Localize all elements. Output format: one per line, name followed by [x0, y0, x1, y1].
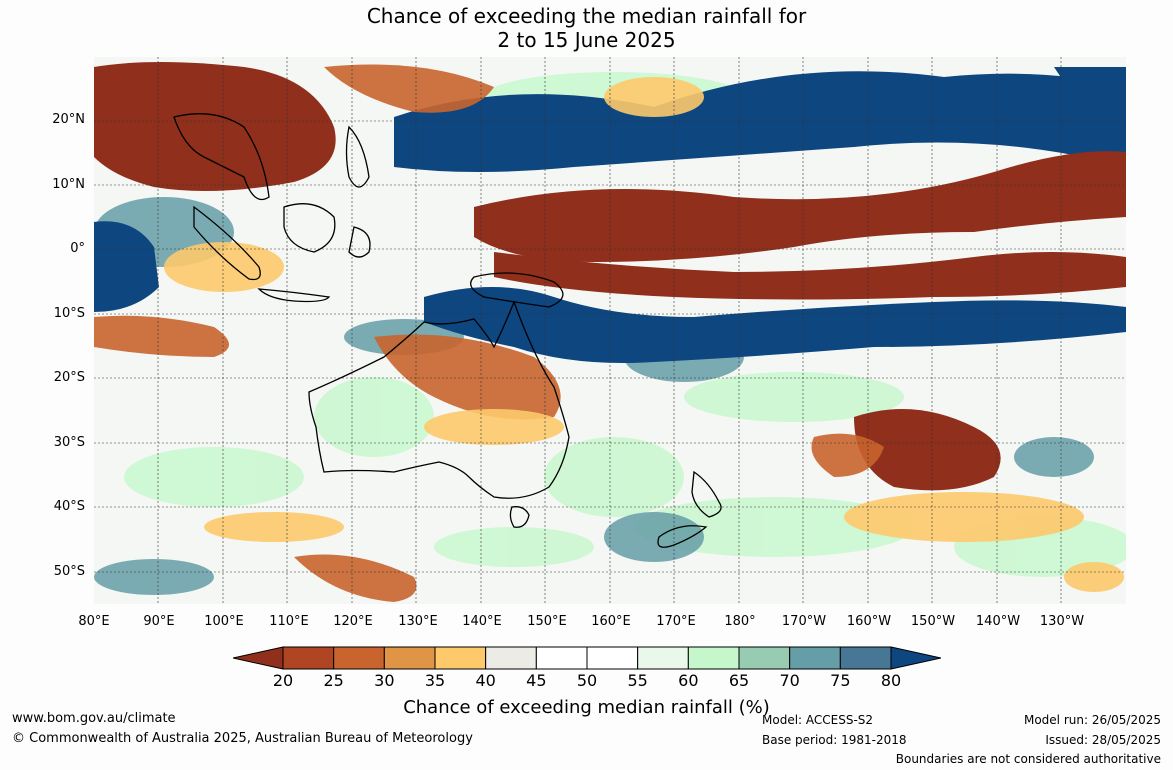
colorbar-tick-label: 65: [728, 671, 750, 690]
map-title-line1: Chance of exceeding the median rainfall …: [366, 4, 807, 28]
colorbar-cell: [637, 646, 689, 670]
lon-label-80e: 80°E: [78, 614, 110, 629]
lat-label-10n: 10°N: [52, 177, 85, 192]
lat-label-20n: 20°N: [52, 112, 85, 127]
colorbar-tick-label: 80: [880, 671, 902, 690]
lat-label-20s: 20°S: [53, 370, 85, 385]
lon-label-120e: 120°E: [333, 614, 373, 629]
colorbar-cell: [434, 646, 487, 670]
footer-base-period: Base period: 1981-2018: [762, 733, 907, 747]
colorbar-cell: [383, 646, 436, 670]
lon-label-100e: 100°E: [204, 614, 244, 629]
philippines-outline: [345, 125, 370, 188]
footer-copyright: © Commonwealth of Australia 2025, Austra…: [12, 731, 473, 746]
colorbar-tick-label: 75: [830, 671, 851, 690]
lon-label-180: 180°: [724, 614, 756, 629]
lat-label-10s: 10°S: [53, 306, 85, 321]
lon-label-160w: 160°W: [846, 614, 892, 629]
dry-regions: [94, 62, 1126, 491]
colorbar-tick-label: 25: [323, 671, 344, 690]
java-outline: [257, 288, 331, 303]
lat-label-30s: 30°S: [53, 435, 85, 450]
colorbar-cell: [586, 646, 639, 670]
colorbar-cell: [485, 646, 537, 670]
lon-label-90e: 90°E: [143, 614, 175, 629]
lon-label-130e: 130°E: [398, 614, 438, 629]
footer-issued: Issued: 28/05/2025: [1045, 733, 1161, 747]
lon-label-170e: 170°E: [656, 614, 696, 629]
lat-label-40s: 40°S: [53, 499, 85, 514]
colorbar-tick-label: 40: [475, 671, 496, 690]
colorbar-tick-label: 70: [779, 671, 800, 690]
lon-label-150e: 150°E: [527, 614, 567, 629]
colorbar-cell: [687, 646, 740, 670]
tasmania-outline: [509, 506, 530, 528]
colorbar-cell: [282, 646, 335, 670]
colorbar-cell: [535, 646, 588, 670]
footer-model: Model: ACCESS-S2: [762, 713, 874, 727]
lat-label-equator: 0°: [70, 241, 85, 256]
sumatra-outline: [193, 205, 261, 281]
colorbar-extend-low: [233, 646, 284, 670]
footer-model-run: Model run: 26/05/2025: [1023, 713, 1161, 727]
lon-label-140w: 140°W: [975, 614, 1021, 629]
colorbar-tick-label: 30: [374, 671, 395, 690]
colorbar-tick-label: 60: [678, 671, 699, 690]
colorbar-cell: [789, 646, 841, 670]
lat-label-50s: 50°S: [53, 564, 85, 579]
colorbar-tick-label: 55: [627, 671, 648, 690]
se-asia-outline: [173, 113, 270, 201]
colorbar-tick-label: 20: [272, 671, 294, 690]
graticule: [94, 57, 1126, 604]
lon-label-110e: 110°E: [269, 614, 309, 629]
lon-label-160e: 160°E: [591, 614, 631, 629]
coastlines: [173, 113, 722, 548]
lon-label-170w: 170°W: [781, 614, 827, 629]
colorbar-extend-high: [890, 646, 941, 670]
colorbar: [233, 646, 941, 670]
colorbar-title: Chance of exceeding median rainfall (%): [403, 697, 770, 718]
lon-label-140e: 140°E: [462, 614, 502, 629]
new-zealand-outline: [657, 470, 722, 548]
australia-outline: [308, 300, 570, 499]
sulawesi-outline: [348, 226, 371, 258]
wet-regions: [94, 67, 1126, 363]
footer-disclaimer: Boundaries are not considered authoritat…: [895, 752, 1161, 766]
moderate-dry-regions: [94, 64, 884, 602]
colorbar-cell: [738, 646, 791, 670]
footer-website: www.bom.gov.au/climate: [12, 711, 176, 726]
map-title-line2: 2 to 15 June 2025: [497, 28, 676, 52]
borneo-outline: [283, 203, 336, 253]
lon-label-130w: 130°W: [1039, 614, 1085, 629]
colorbar-cell: [839, 646, 892, 670]
colorbar-cell: [333, 646, 385, 670]
rainfall-map: [94, 57, 1126, 604]
colorbar-tick-label: 35: [424, 671, 446, 690]
lon-label-150w: 150°W: [910, 614, 956, 629]
colorbar-tick-label: 50: [576, 671, 598, 690]
colorbar-tick-label: 45: [526, 671, 547, 690]
new-guinea-outline: [470, 272, 564, 308]
